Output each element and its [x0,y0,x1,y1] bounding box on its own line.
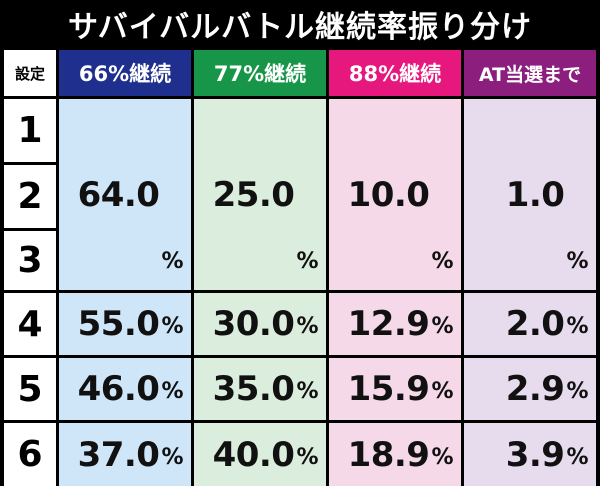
header-77-continue: 77%継続 [194,50,326,96]
value-cell-66: 37.0% [59,423,191,486]
setting-number: 1 [4,99,56,162]
value-cell-at: 1.0% [464,99,596,290]
value-cell-66: 46.0% [59,358,191,420]
value-cell-88: 12.9% [329,293,461,355]
value-cell-77: 35.0% [194,358,326,420]
table-frame: サバイバルバトル継続率振り分け 設定 66%継続 77%継続 88%継続 AT当… [4,9,596,486]
setting-number: 5 [4,358,56,420]
value-cell-at: 2.9% [464,358,596,420]
value-cell-77: 30.0% [194,293,326,355]
distribution-table: 設定 66%継続 77%継続 88%継続 AT当選まで 1 2 3 4 5 6 … [4,50,596,486]
value-cell-77: 40.0% [194,423,326,486]
setting-number: 6 [4,423,56,486]
value-cell-66: 55.0% [59,293,191,355]
setting-number: 3 [4,231,56,290]
header-88-continue: 88%継続 [329,50,461,96]
value-cell-66: 64.0% [59,99,191,290]
setting-number: 2 [4,165,56,228]
value-cell-at: 3.9% [464,423,596,486]
header-until-at: AT当選まで [464,50,596,96]
value-cell-77: 25.0% [194,99,326,290]
value-cell-88: 10.0% [329,99,461,290]
header-66-continue: 66%継続 [59,50,191,96]
header-setting: 設定 [4,50,56,96]
value-cell-88: 18.9% [329,423,461,486]
setting-number: 4 [4,293,56,355]
page-title: サバイバルバトル継続率振り分け [67,9,533,45]
value-cell-88: 15.9% [329,358,461,420]
value-cell-at: 2.0% [464,293,596,355]
